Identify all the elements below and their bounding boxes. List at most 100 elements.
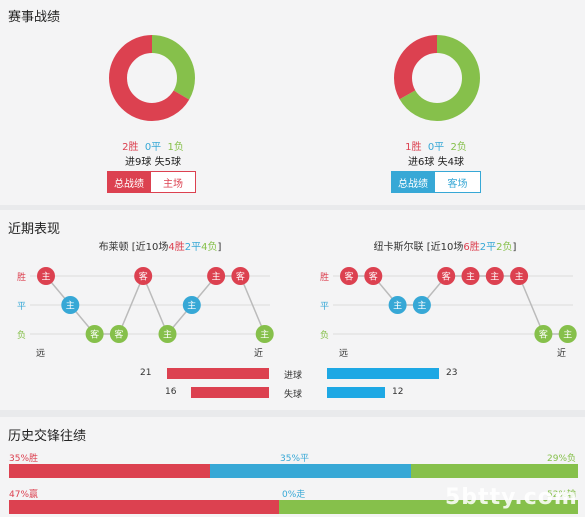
away-summary-suffix: ] (512, 242, 517, 253)
home-record-donut (109, 35, 195, 121)
axis-near-label: 近 (557, 349, 567, 359)
h2h-win-segment (9, 464, 211, 478)
axis-draw-label: 平 (17, 302, 27, 312)
section-title: 近期表现 (8, 222, 61, 237)
away-form-marker (461, 267, 480, 285)
away-tab-total[interactable]: 总战绩 (391, 171, 435, 193)
home-form-point: 客 (231, 267, 250, 285)
match-record-panel: 赛事战绩 2胜 0平 1负 进9球 失5球 总战绩 主场 1胜 0平 2负 进6… (0, 0, 585, 205)
away-goals-for-value: 23 (446, 368, 458, 378)
home-form-venue-label: 主 (212, 271, 221, 283)
watermark: 5btty.com (445, 485, 578, 510)
home-wdl: 2胜 0平 1负 (98, 138, 208, 153)
goals-against-label: 失球 (284, 390, 303, 400)
away-form-marker (558, 325, 577, 343)
home-loss-count: 1负 (167, 142, 184, 153)
home-form-marker (255, 325, 274, 343)
home-tab-total[interactable]: 总战绩 (107, 171, 151, 193)
axis-loss-label: 负 (320, 331, 330, 341)
away-form-wins: 6胜 (463, 242, 480, 253)
axis-win-label: 胜 (17, 273, 27, 283)
home-form-marker (61, 296, 80, 314)
away-form-point: 主 (510, 267, 529, 285)
away-form-venue-label: 主 (466, 271, 475, 283)
home-form-venue-label: 主 (41, 271, 50, 283)
away-donut-win-slice (394, 35, 480, 121)
h2h-win-pct: 35%胜 (9, 454, 39, 464)
home-goals-for-value: 21 (140, 368, 152, 378)
away-form-line (349, 275, 568, 335)
away-form-venue-label: 主 (393, 300, 402, 312)
home-form-venue-label: 主 (187, 300, 196, 312)
away-tab-away[interactable]: 客场 (435, 171, 481, 193)
home-form-point: 主 (158, 325, 177, 343)
home-form-line (45, 274, 266, 336)
home-win-count: 2胜 (122, 142, 139, 153)
away-loss-count: 2负 (450, 142, 467, 153)
h2h-handicap-bar (9, 500, 578, 514)
h2h-loss-pct: 29%负 (547, 454, 577, 464)
h2h-loss-segment (411, 464, 578, 478)
section-title: 历史交锋往绩 (8, 429, 87, 444)
home-form-marker (109, 325, 128, 343)
home-form-marker (158, 325, 177, 343)
h2h-draw-segment (210, 464, 412, 478)
away-form-marker (388, 296, 407, 314)
home-form-point: 主 (37, 267, 55, 285)
away-form-marker (364, 267, 383, 285)
home-form-venue-label: 主 (260, 329, 269, 341)
away-form-marker (412, 296, 431, 314)
away-form-venue-label: 主 (515, 271, 524, 283)
home-form-point: 客 (85, 325, 104, 343)
home-tab-home[interactable]: 主场 (151, 171, 196, 193)
away-form-venue-label: 客 (344, 271, 353, 283)
away-form-venue-label: 主 (490, 271, 499, 283)
h2h-push-pct: 0%走 (282, 490, 306, 500)
away-form-summary: 纽卡斯尔联 [近10场6胜2平2负] (335, 238, 555, 253)
away-form-point: 主 (461, 267, 480, 285)
away-goals: 进6球 失4球 (408, 157, 464, 168)
home-form-venue-label: 主 (66, 300, 75, 312)
away-wdl: 1胜 0平 2负 (381, 138, 491, 153)
home-form-draws: 2平 (184, 242, 202, 253)
home-form-wins: 4胜 (168, 242, 185, 253)
section-title: 赛事战绩 (8, 10, 61, 25)
away-form-venue-label: 客 (442, 271, 451, 283)
goals-for-label: 进球 (284, 371, 303, 381)
home-form-point: 主 (182, 296, 201, 314)
away-goals-against-bar (327, 387, 386, 398)
away-form-venue-label: 主 (563, 329, 572, 341)
away-win-count: 1胜 (405, 142, 422, 153)
home-form-point: 主 (255, 325, 274, 343)
h2h-cover-pct: 47%赢 (9, 490, 39, 500)
home-form-marker (85, 325, 104, 343)
away-form-chart: 客客主 主客主主主客主 (333, 267, 577, 343)
home-summary-prefix: [近10场 (131, 242, 169, 253)
home-form-venue-label: 客 (139, 271, 148, 283)
home-form-marker (182, 296, 201, 314)
away-goals-for-bar (327, 368, 439, 379)
axis-loss-label: 负 (17, 331, 27, 341)
home-draw-count: 0平 (144, 142, 162, 153)
away-form-venue-label: 客 (539, 329, 548, 341)
axis-far-label: 远 (36, 349, 46, 359)
home-form-summary: 布莱顿 [近10场4胜2平4负] (50, 238, 270, 253)
h2h-lose-segment (279, 500, 578, 514)
axis-far-label: 远 (339, 349, 349, 359)
home-donut-win-slice (109, 35, 195, 121)
axis-near-label: 近 (254, 349, 264, 359)
home-form-point: 主 (61, 296, 80, 314)
home-goals-against-value: 16 (165, 387, 177, 397)
home-filter-tabs: 总战绩 主场 (107, 171, 196, 193)
away-form-marker (485, 267, 504, 285)
home-form-marker (37, 267, 55, 285)
away-form-point: 主 (412, 296, 431, 314)
recent-form-panel: 近期表现 布莱顿 [近10场4胜2平4负] 纽卡斯尔联 [近10场6胜2平2负]… (0, 210, 585, 410)
home-form-venue-label: 客 (90, 329, 99, 341)
away-form-point: 客 (340, 267, 358, 285)
away-form-marker (340, 267, 358, 285)
away-filter-tabs: 总战绩 客场 (391, 171, 481, 193)
home-form-point: 客 (109, 325, 128, 343)
home-form-point: 客 (134, 267, 153, 285)
